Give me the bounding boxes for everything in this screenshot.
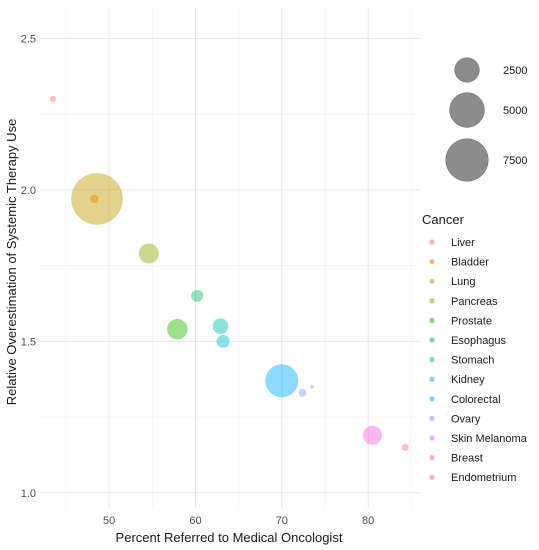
- legend-item-label: Breast: [451, 453, 483, 465]
- x-tick-label: 60: [189, 515, 201, 527]
- y-tick-label: 1.5: [21, 336, 36, 348]
- legend-item-label: Prostate: [451, 315, 492, 327]
- data-points: [49, 95, 409, 451]
- legend-item-label: Ovary: [451, 413, 481, 425]
- size-legend-label: 2500: [503, 65, 527, 77]
- legend-item-label: Lung: [451, 276, 475, 288]
- legend-key: [429, 278, 435, 284]
- legend-key: [429, 435, 435, 441]
- point-breast: [362, 425, 383, 445]
- legend-key: [429, 357, 435, 363]
- legend-item-label: Liver: [451, 237, 475, 249]
- point-endometrium: [401, 443, 409, 451]
- point-skin-melanoma: [310, 384, 314, 389]
- legend-key: [429, 455, 435, 461]
- size-legend-circle: [454, 57, 480, 83]
- legend-key: [429, 298, 435, 304]
- point-colorectal: [265, 364, 299, 398]
- y-tick-label: 2.0: [21, 185, 36, 197]
- legend-title: Cancer: [422, 212, 465, 227]
- point-prostate: [167, 318, 188, 340]
- legend-item-label: Kidney: [451, 374, 485, 386]
- x-tick-label: 50: [103, 515, 115, 527]
- size-legend-circle: [445, 138, 489, 182]
- size-legend-label: 5000: [503, 105, 527, 117]
- y-axis-title: Relative Overestimation of Systemic Ther…: [4, 119, 19, 406]
- legend-key: [429, 396, 435, 402]
- point-kidney: [216, 334, 230, 348]
- point-stomach: [212, 318, 229, 334]
- x-axis-title: Percent Referred to Medical Oncologist: [116, 530, 343, 545]
- legend-item-label: Skin Melanoma: [451, 433, 528, 445]
- point-ovary: [298, 388, 307, 397]
- legend-item-label: Stomach: [451, 355, 494, 367]
- legend-item-label: Endometrium: [451, 472, 516, 484]
- size-legend-label: 7500: [503, 155, 527, 167]
- point-pancreas: [138, 243, 159, 264]
- point-lung: [71, 173, 123, 225]
- legend-key: [429, 337, 435, 343]
- size-legend: 2500 5000 7500: [445, 57, 527, 182]
- legend-key: [429, 376, 435, 382]
- point-bladder: [90, 194, 99, 204]
- legend-key: [429, 239, 435, 245]
- legend-key: [429, 415, 435, 421]
- point-esophagus: [191, 289, 204, 302]
- legend-key: [429, 474, 435, 480]
- size-legend-circle: [449, 92, 485, 128]
- legend-item-label: Pancreas: [451, 296, 498, 308]
- y-tick-label: 1.0: [21, 488, 36, 500]
- y-tick-label: 2.5: [21, 33, 36, 45]
- legend-item-label: Esophagus: [451, 335, 507, 347]
- color-legend: Liver Bladder Lung Pancreas Prostate Esophagu…: [429, 237, 528, 484]
- y-axis-ticks: 1.0 1.5 2.0 2.5: [21, 33, 36, 500]
- legend-key: [429, 317, 435, 323]
- x-tick-label: 80: [362, 515, 374, 527]
- grid-lines: [40, 8, 420, 508]
- point-liver: [49, 95, 56, 102]
- legend-key: [429, 259, 435, 265]
- legend-item-label: Bladder: [451, 257, 489, 269]
- legend-item-label: Colorectal: [451, 394, 501, 406]
- x-tick-label: 70: [276, 515, 288, 527]
- x-axis-ticks: 50 60 70 80: [103, 515, 374, 527]
